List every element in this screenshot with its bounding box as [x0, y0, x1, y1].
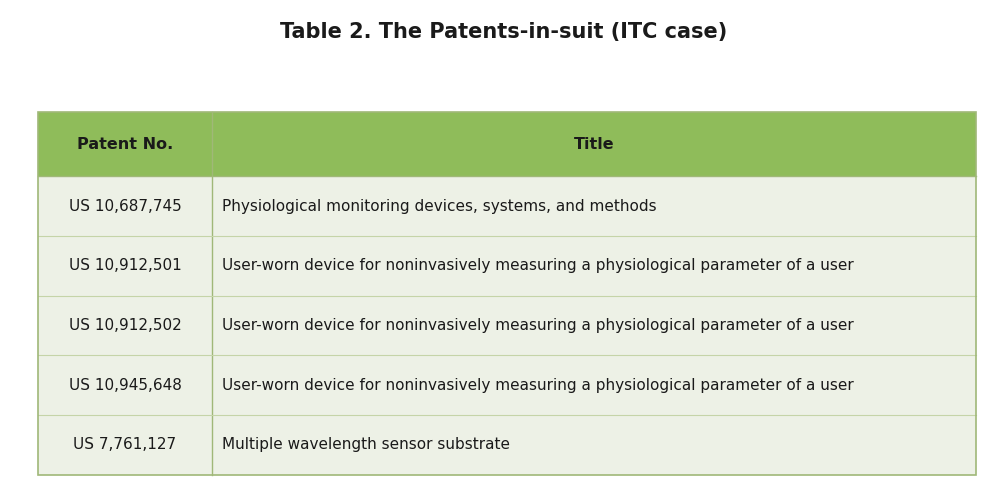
Text: User-worn device for noninvasively measuring a physiological parameter of a user: User-worn device for noninvasively measu… [222, 318, 854, 333]
Text: Physiological monitoring devices, systems, and methods: Physiological monitoring devices, system… [222, 199, 656, 214]
Text: US 7,761,127: US 7,761,127 [74, 437, 176, 452]
Text: Multiple wavelength sensor substrate: Multiple wavelength sensor substrate [222, 437, 510, 452]
Text: Patent No.: Patent No. [77, 137, 173, 152]
Text: Title: Title [574, 137, 614, 152]
Text: US 10,912,501: US 10,912,501 [69, 258, 181, 273]
Text: US 10,945,648: US 10,945,648 [69, 378, 181, 393]
Text: US 10,687,745: US 10,687,745 [69, 199, 181, 214]
Text: User-worn device for noninvasively measuring a physiological parameter of a user: User-worn device for noninvasively measu… [222, 378, 854, 393]
Text: US 10,912,502: US 10,912,502 [69, 318, 181, 333]
Text: User-worn device for noninvasively measuring a physiological parameter of a user: User-worn device for noninvasively measu… [222, 258, 854, 273]
Text: Table 2. The Patents-in-suit (ITC case): Table 2. The Patents-in-suit (ITC case) [280, 22, 728, 42]
